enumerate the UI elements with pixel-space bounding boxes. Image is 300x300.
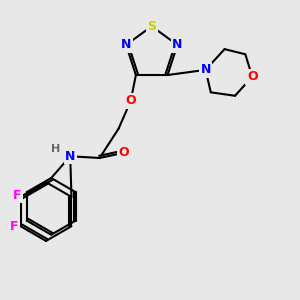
Text: N: N bbox=[200, 63, 211, 76]
Text: O: O bbox=[247, 70, 258, 83]
Text: N: N bbox=[172, 38, 183, 51]
Text: O: O bbox=[125, 94, 136, 107]
Text: O: O bbox=[118, 146, 129, 159]
Text: S: S bbox=[147, 20, 156, 33]
Text: F: F bbox=[9, 220, 18, 233]
Text: F: F bbox=[13, 189, 21, 202]
Text: N: N bbox=[65, 150, 75, 163]
Text: H: H bbox=[51, 144, 60, 154]
Text: N: N bbox=[121, 38, 131, 51]
